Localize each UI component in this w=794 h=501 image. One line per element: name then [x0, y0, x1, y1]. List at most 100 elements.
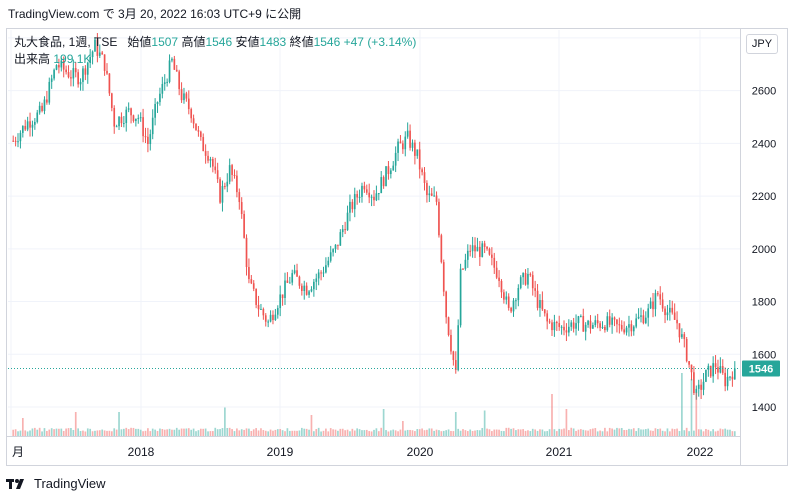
candle-body	[132, 115, 135, 121]
candle-body	[123, 123, 125, 125]
volume-bar	[644, 429, 647, 436]
candle-body	[21, 125, 24, 133]
candle-body	[161, 84, 164, 94]
candle-body	[510, 307, 512, 312]
volume-bar	[65, 428, 67, 436]
candle-body	[493, 257, 496, 268]
candle-body	[361, 185, 363, 197]
candle-body	[308, 291, 310, 295]
volume-bar	[589, 429, 592, 436]
candle-body	[144, 136, 147, 138]
candle-body	[178, 71, 181, 90]
volume-bar	[416, 429, 419, 436]
x-tick-label: 2020	[407, 445, 434, 459]
currency-button[interactable]: JPY	[746, 34, 778, 54]
candle-body	[58, 65, 60, 68]
volume-bar	[394, 430, 397, 436]
volume-bar	[108, 430, 111, 436]
candle-body	[284, 280, 286, 299]
legend-close-label: 終値	[289, 35, 314, 49]
volume-bar	[652, 430, 654, 436]
candle-body	[216, 170, 219, 180]
candle-body	[553, 321, 556, 331]
candle-body	[642, 315, 645, 324]
volume-bar	[503, 431, 505, 436]
volume-bar	[190, 429, 193, 436]
footer-brand[interactable]: TradingView	[6, 474, 106, 494]
legend-volume-label: 出来高	[14, 52, 51, 66]
volume-bar	[404, 430, 407, 436]
volume-bar	[298, 430, 301, 436]
candle-body	[548, 321, 551, 323]
candle-body	[717, 367, 719, 373]
candle-body	[452, 351, 455, 361]
candle-body	[291, 273, 294, 283]
volume-bar	[286, 428, 289, 436]
volume-bar	[382, 409, 385, 436]
candle-body	[445, 291, 448, 318]
candle-body	[26, 121, 29, 130]
candle-body	[503, 292, 505, 300]
candle-body	[536, 290, 539, 308]
volume-bar	[671, 428, 674, 436]
x-tick-label: 2019	[267, 445, 294, 459]
candle-body	[344, 229, 346, 231]
candle-body	[149, 134, 152, 145]
candle-body	[731, 376, 734, 380]
volume-bar	[527, 430, 529, 436]
y-tick-label: 2000	[752, 244, 776, 256]
volume-bar	[269, 429, 272, 436]
y-tick-label: 2400	[752, 138, 776, 150]
volume-bar	[142, 431, 144, 436]
volume-bar	[380, 427, 383, 436]
candle-body	[608, 316, 611, 325]
volume-bar	[144, 430, 147, 436]
volume-bar	[224, 407, 226, 436]
volume-bar	[534, 429, 536, 436]
volume-bar	[553, 429, 556, 436]
volume-bar	[183, 428, 185, 436]
volume-bar	[48, 429, 51, 436]
candle-body	[106, 70, 108, 74]
volume-bar	[664, 431, 666, 436]
volume-bar	[719, 428, 722, 436]
volume-bar	[409, 429, 411, 436]
chart-frame	[6, 28, 788, 466]
price-chart[interactable]: 14001600180020002200240026002800月2018201…	[6, 28, 788, 466]
volume-bar	[332, 429, 334, 436]
candle-body	[430, 193, 433, 196]
candle-body	[257, 304, 260, 310]
candle-body	[224, 185, 226, 187]
candle-body	[418, 149, 421, 170]
volume-bar	[351, 428, 354, 436]
candle-body	[625, 327, 628, 333]
volume-bar	[452, 431, 455, 436]
volume-bar	[14, 429, 17, 436]
volume-bar	[560, 429, 563, 436]
candle-body	[226, 181, 229, 187]
volume-bar	[438, 430, 440, 436]
volume-bar	[399, 429, 402, 436]
candle-body	[606, 316, 609, 331]
candle-body	[394, 152, 397, 166]
volume-bar	[202, 428, 205, 436]
volume-bar	[110, 431, 113, 436]
volume-bar	[317, 427, 320, 436]
candle-body	[440, 235, 443, 263]
volume-bar	[214, 427, 217, 436]
footer-brand-text: TradingView	[34, 476, 106, 491]
candle-body	[515, 300, 517, 302]
volume-bar	[248, 428, 250, 436]
candle-body	[693, 372, 695, 394]
volume-bar	[642, 429, 645, 436]
candle-body	[661, 299, 664, 309]
volume-bar	[707, 429, 710, 436]
volume-bar	[327, 431, 330, 436]
candle-body	[238, 192, 241, 203]
x-tick-label: 2021	[546, 445, 573, 459]
candle-body	[17, 141, 19, 143]
volume-bar	[79, 430, 82, 436]
volume-bar	[620, 427, 623, 436]
candle-body	[428, 193, 431, 196]
candle-body	[724, 372, 727, 387]
